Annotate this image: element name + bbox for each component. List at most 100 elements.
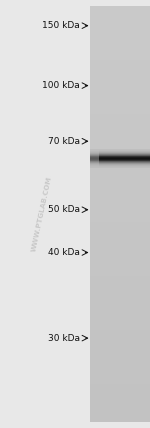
Bar	[90, 60, 150, 65]
Bar	[90, 160, 150, 164]
Bar	[90, 314, 150, 318]
Bar	[90, 380, 150, 384]
Bar	[90, 318, 150, 322]
Bar	[90, 139, 150, 143]
Bar	[90, 143, 150, 148]
Bar	[90, 347, 150, 351]
Bar	[90, 401, 150, 405]
Bar	[90, 119, 150, 123]
Bar	[90, 48, 150, 52]
Bar	[90, 102, 150, 106]
Bar	[90, 214, 150, 218]
Bar	[90, 397, 150, 401]
Text: 70 kDa: 70 kDa	[48, 137, 80, 146]
Bar	[90, 168, 150, 172]
Text: 40 kDa: 40 kDa	[48, 248, 80, 257]
Text: 150 kDa: 150 kDa	[42, 21, 80, 30]
Bar	[90, 31, 150, 36]
Bar	[90, 131, 150, 135]
Bar	[90, 148, 150, 152]
Bar	[90, 73, 150, 77]
Bar	[90, 297, 150, 301]
Bar	[90, 193, 150, 197]
Bar	[90, 305, 150, 309]
Bar	[90, 206, 150, 210]
Bar	[90, 409, 150, 413]
Bar	[90, 164, 150, 168]
Bar	[90, 65, 150, 69]
Bar	[90, 110, 150, 114]
Bar	[90, 172, 150, 177]
Bar	[90, 355, 150, 360]
Bar	[90, 392, 150, 397]
Bar	[90, 23, 150, 27]
Bar	[90, 177, 150, 181]
Bar	[90, 52, 150, 56]
Bar	[90, 15, 150, 19]
Bar	[90, 417, 150, 422]
Bar	[90, 44, 150, 48]
Bar	[90, 235, 150, 239]
Bar	[90, 372, 150, 376]
Bar	[90, 56, 150, 60]
Bar	[90, 11, 150, 15]
Bar	[90, 19, 150, 23]
Text: 30 kDa: 30 kDa	[48, 333, 80, 343]
Bar	[90, 6, 150, 11]
Bar	[90, 181, 150, 185]
Bar	[90, 85, 150, 89]
Bar	[90, 231, 150, 235]
Bar	[90, 197, 150, 202]
Bar	[90, 276, 150, 280]
Bar	[90, 293, 150, 297]
Bar	[90, 189, 150, 193]
Bar	[90, 268, 150, 272]
Bar	[90, 247, 150, 251]
Bar	[90, 243, 150, 247]
Bar	[90, 339, 150, 343]
Bar	[90, 351, 150, 355]
Bar	[90, 156, 150, 160]
Bar	[90, 334, 150, 339]
Bar	[90, 289, 150, 293]
Bar	[90, 285, 150, 289]
Bar	[90, 68, 150, 73]
Bar	[90, 260, 150, 264]
Bar	[90, 343, 150, 347]
Bar	[90, 218, 150, 222]
Bar	[90, 98, 150, 102]
Bar	[90, 301, 150, 305]
Bar	[90, 94, 150, 98]
Bar	[90, 272, 150, 276]
Bar	[90, 256, 150, 260]
Bar	[90, 81, 150, 85]
Text: WWW.PTGLAB.COM: WWW.PTGLAB.COM	[31, 176, 53, 252]
Bar	[90, 106, 150, 110]
Bar	[90, 376, 150, 380]
Bar	[90, 77, 150, 81]
Bar	[90, 222, 150, 226]
Bar	[90, 280, 150, 285]
Bar	[90, 114, 150, 119]
Bar	[90, 152, 150, 156]
Bar	[90, 135, 150, 139]
Bar	[90, 27, 150, 31]
Bar	[90, 251, 150, 256]
Bar	[90, 388, 150, 392]
Text: 50 kDa: 50 kDa	[48, 205, 80, 214]
Bar	[90, 384, 150, 388]
Bar	[90, 322, 150, 326]
Bar	[90, 89, 150, 94]
Bar	[90, 127, 150, 131]
Bar	[90, 405, 150, 409]
Bar	[90, 202, 150, 206]
Bar	[90, 326, 150, 330]
Bar	[90, 363, 150, 368]
Bar	[90, 210, 150, 214]
Bar	[90, 264, 150, 268]
Bar	[90, 239, 150, 243]
Bar	[90, 185, 150, 189]
Bar	[90, 330, 150, 334]
Bar	[90, 40, 150, 44]
Bar	[90, 359, 150, 363]
